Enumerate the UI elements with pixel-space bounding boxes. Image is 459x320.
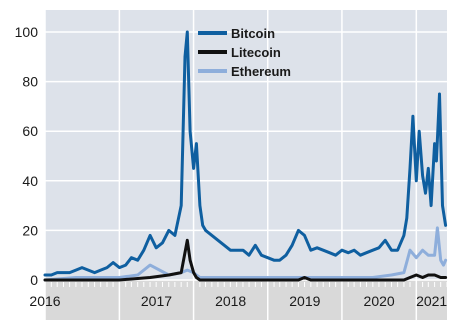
legend-label-litecoin: Litecoin (231, 45, 281, 60)
y-tick-label: 80 (22, 74, 38, 90)
x-tick-label: 2021 (416, 293, 447, 309)
y-axis: 0 20 40 60 80 100 (15, 24, 39, 288)
x-tick-label: 2017 (141, 293, 172, 309)
series-line-litecoin (43, 238, 448, 282)
x-tick-label: 2019 (289, 293, 320, 309)
y-tick-label: 0 (30, 272, 38, 288)
legend-label-bitcoin: Bitcoin (231, 26, 275, 41)
x-axis: 2016 2017 2018 2019 2020 2021 (29, 280, 448, 320)
legend-label-ethereum: Ethereum (231, 64, 291, 79)
y-tick-label: 20 (22, 222, 38, 238)
x-axis-band (45, 280, 447, 320)
legend: Bitcoin Litecoin Ethereum (198, 26, 291, 79)
y-tick-label: 40 (22, 173, 38, 189)
plot-background (45, 10, 447, 280)
y-tick-label: 60 (22, 123, 38, 139)
x-tick-label: 2020 (364, 293, 395, 309)
series-line-bitcoin (43, 30, 448, 277)
series-group (43, 30, 448, 282)
x-tick-label: 2016 (29, 293, 60, 309)
grid (44, 10, 447, 281)
series-line-ethereum (43, 226, 448, 282)
y-tick-label: 100 (15, 24, 39, 40)
x-tick-label: 2018 (215, 293, 246, 309)
